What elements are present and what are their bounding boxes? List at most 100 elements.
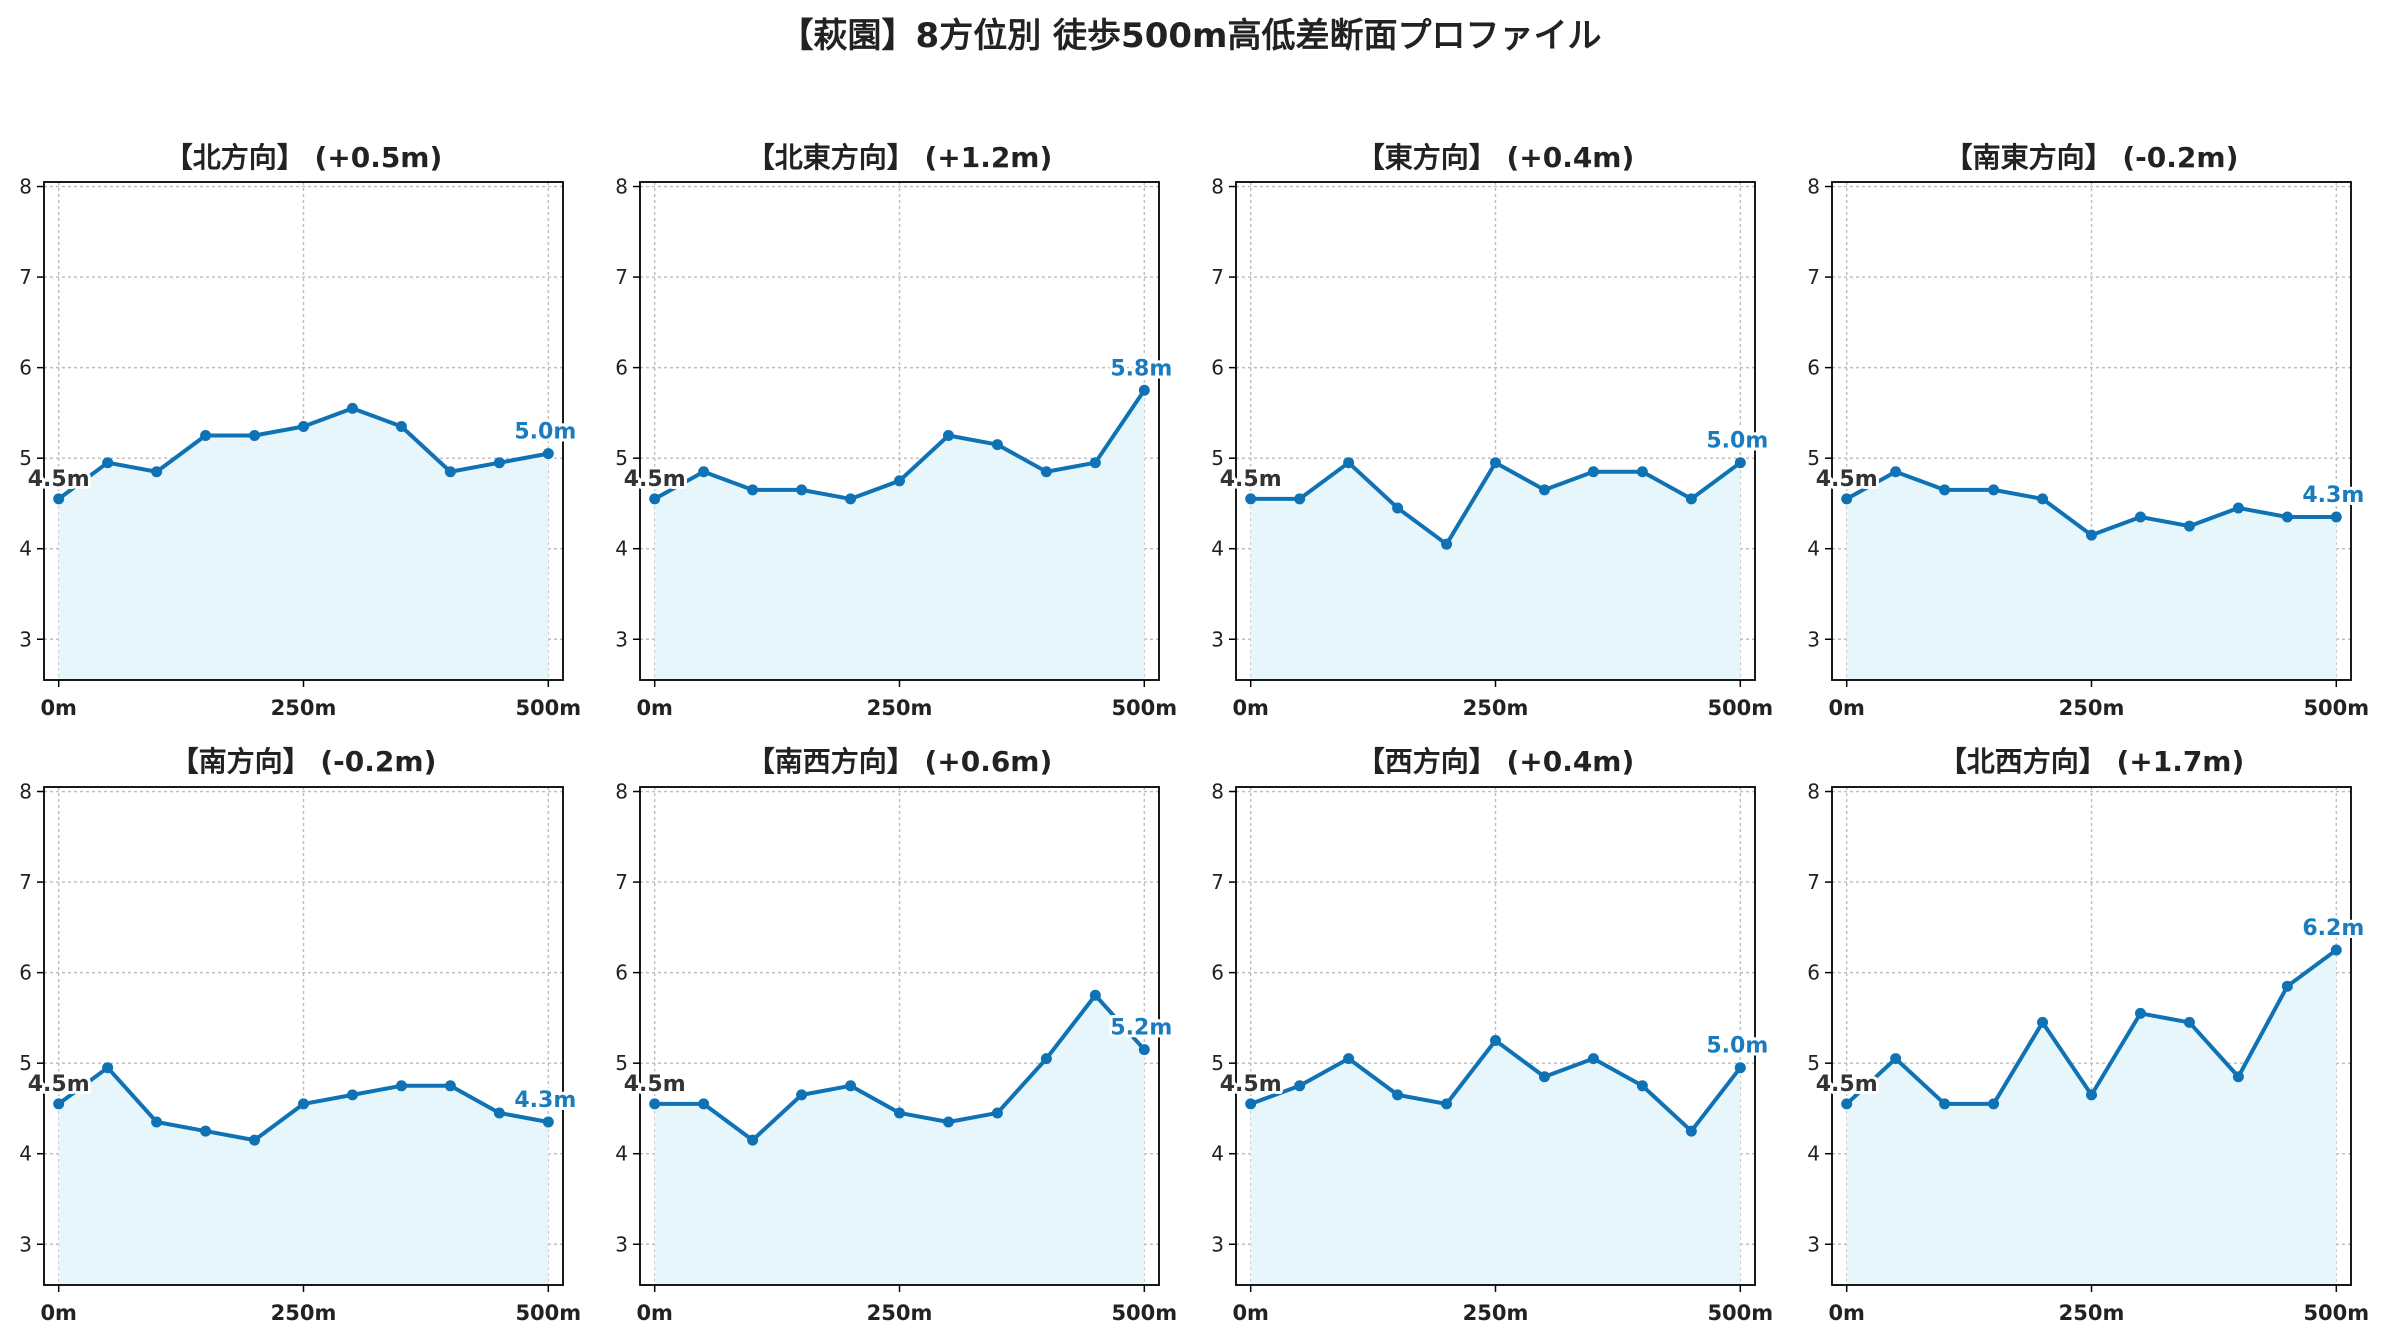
data-point (1988, 1098, 2000, 1110)
data-point (1538, 1071, 1550, 1083)
y-tick-label: 7 (19, 265, 32, 289)
x-tick-label: 0m (1828, 696, 1865, 720)
data-point (894, 1107, 905, 1119)
panel-north: 0m 250m 500m 3 4 5 6 7 8 4.5m 5.0m (19, 175, 581, 720)
y-tick-label: 8 (1807, 780, 1820, 804)
data-point (698, 466, 710, 478)
start-elevation-label: 4.5m (28, 1072, 90, 1097)
data-point (1294, 493, 1306, 505)
data-point (796, 1089, 808, 1101)
start-elevation-label: 4.5m (624, 467, 686, 492)
x-tick-label: 0m (40, 1301, 77, 1325)
data-point (1392, 502, 1404, 514)
x-tick-label: 250m (271, 1301, 337, 1325)
data-point (2134, 511, 2146, 523)
data-point (1089, 989, 1101, 1001)
data-point (1685, 1125, 1697, 1137)
elevation-area (58, 408, 549, 680)
x-tick-label: 250m (1463, 1301, 1529, 1325)
data-point (298, 420, 309, 432)
data-point (2330, 944, 2342, 956)
y-tick-label: 8 (1211, 175, 1224, 199)
panel-west: 0m 250m 500m 3 4 5 6 7 8 4.5m 5.0m (1211, 780, 1773, 1325)
panel-title-east: 【東方向】 (+0.4m) (1356, 141, 1635, 174)
data-point (894, 475, 905, 487)
data-point (1636, 1080, 1648, 1092)
data-point (1441, 538, 1453, 550)
y-tick-label: 8 (615, 175, 628, 199)
data-point (991, 1107, 1003, 1119)
data-point (1441, 1098, 1453, 1110)
panel-title-southwest: 【南西方向】 (+0.6m) (746, 745, 1053, 778)
data-point (1587, 1053, 1599, 1065)
panel-title-west: 【西方向】 (+0.4m) (1356, 745, 1635, 778)
elevation-area (654, 390, 1145, 680)
x-tick-label: 500m (515, 696, 581, 720)
y-tick-label: 7 (1807, 870, 1820, 894)
x-tick-label: 250m (2059, 1301, 2125, 1325)
x-tick-label: 0m (1232, 1301, 1269, 1325)
data-point (1841, 493, 1853, 505)
data-point (845, 493, 857, 505)
y-tick-label: 6 (19, 961, 32, 985)
data-point (1988, 484, 2000, 496)
y-tick-label: 7 (1211, 265, 1224, 289)
data-point (346, 1089, 358, 1101)
y-tick-label: 5 (19, 446, 32, 470)
y-tick-label: 5 (615, 446, 628, 470)
x-tick-label: 250m (867, 1301, 933, 1325)
y-tick-label: 8 (615, 780, 628, 804)
elevation-area (1250, 462, 1741, 680)
elevation-area (1250, 1040, 1741, 1285)
data-point (1939, 1098, 1951, 1110)
y-tick-label: 3 (1807, 627, 1820, 651)
data-point (1089, 457, 1101, 469)
y-tick-label: 7 (1211, 870, 1224, 894)
y-tick-label: 6 (615, 961, 628, 985)
start-elevation-label: 4.5m (1816, 467, 1878, 492)
data-point (1734, 1062, 1746, 1074)
data-point (395, 420, 407, 432)
start-elevation-label: 4.5m (28, 467, 90, 492)
data-point (1685, 493, 1697, 505)
data-point (2134, 1007, 2146, 1019)
data-point (200, 1125, 212, 1137)
start-elevation-label: 4.5m (1220, 467, 1282, 492)
elevation-area (654, 995, 1145, 1285)
y-tick-label: 3 (1807, 1232, 1820, 1256)
y-tick-label: 3 (19, 627, 32, 651)
panel-northwest: 0m 250m 500m 3 4 5 6 7 8 4.5m 6.2m (1807, 780, 2369, 1325)
end-elevation-label: 4.3m (514, 1088, 576, 1113)
y-tick-label: 6 (1807, 356, 1820, 380)
data-point (649, 1098, 661, 1110)
data-point (151, 1116, 163, 1128)
y-tick-label: 6 (1807, 961, 1820, 985)
panel-title-northeast: 【北東方向】 (+1.2m) (746, 141, 1053, 174)
elevation-area (1846, 471, 2337, 680)
end-elevation-label: 5.0m (1706, 1034, 1768, 1059)
data-point (346, 402, 358, 414)
y-tick-label: 5 (19, 1051, 32, 1075)
data-point (2232, 502, 2244, 514)
data-point (1538, 484, 1550, 496)
data-point (493, 1107, 505, 1119)
x-tick-label: 500m (1707, 696, 1773, 720)
data-point (1343, 1053, 1355, 1065)
figure-title: 【萩園】8方位別 徒歩500m高低差断面プロファイル (779, 16, 1602, 56)
data-point (542, 1116, 554, 1128)
start-elevation-label: 4.5m (1220, 1072, 1282, 1097)
data-point (2330, 511, 2342, 523)
data-point (1939, 484, 1951, 496)
data-point (1587, 466, 1599, 478)
data-point (796, 484, 808, 496)
x-tick-label: 0m (636, 1301, 673, 1325)
y-tick-label: 4 (615, 537, 628, 561)
end-elevation-label: 4.3m (2302, 483, 2364, 508)
y-tick-label: 4 (19, 537, 32, 561)
data-point (1040, 1053, 1052, 1065)
end-elevation-label: 5.0m (514, 420, 576, 445)
y-tick-label: 5 (1211, 446, 1224, 470)
data-point (2183, 1016, 2195, 1028)
data-point (845, 1080, 857, 1092)
